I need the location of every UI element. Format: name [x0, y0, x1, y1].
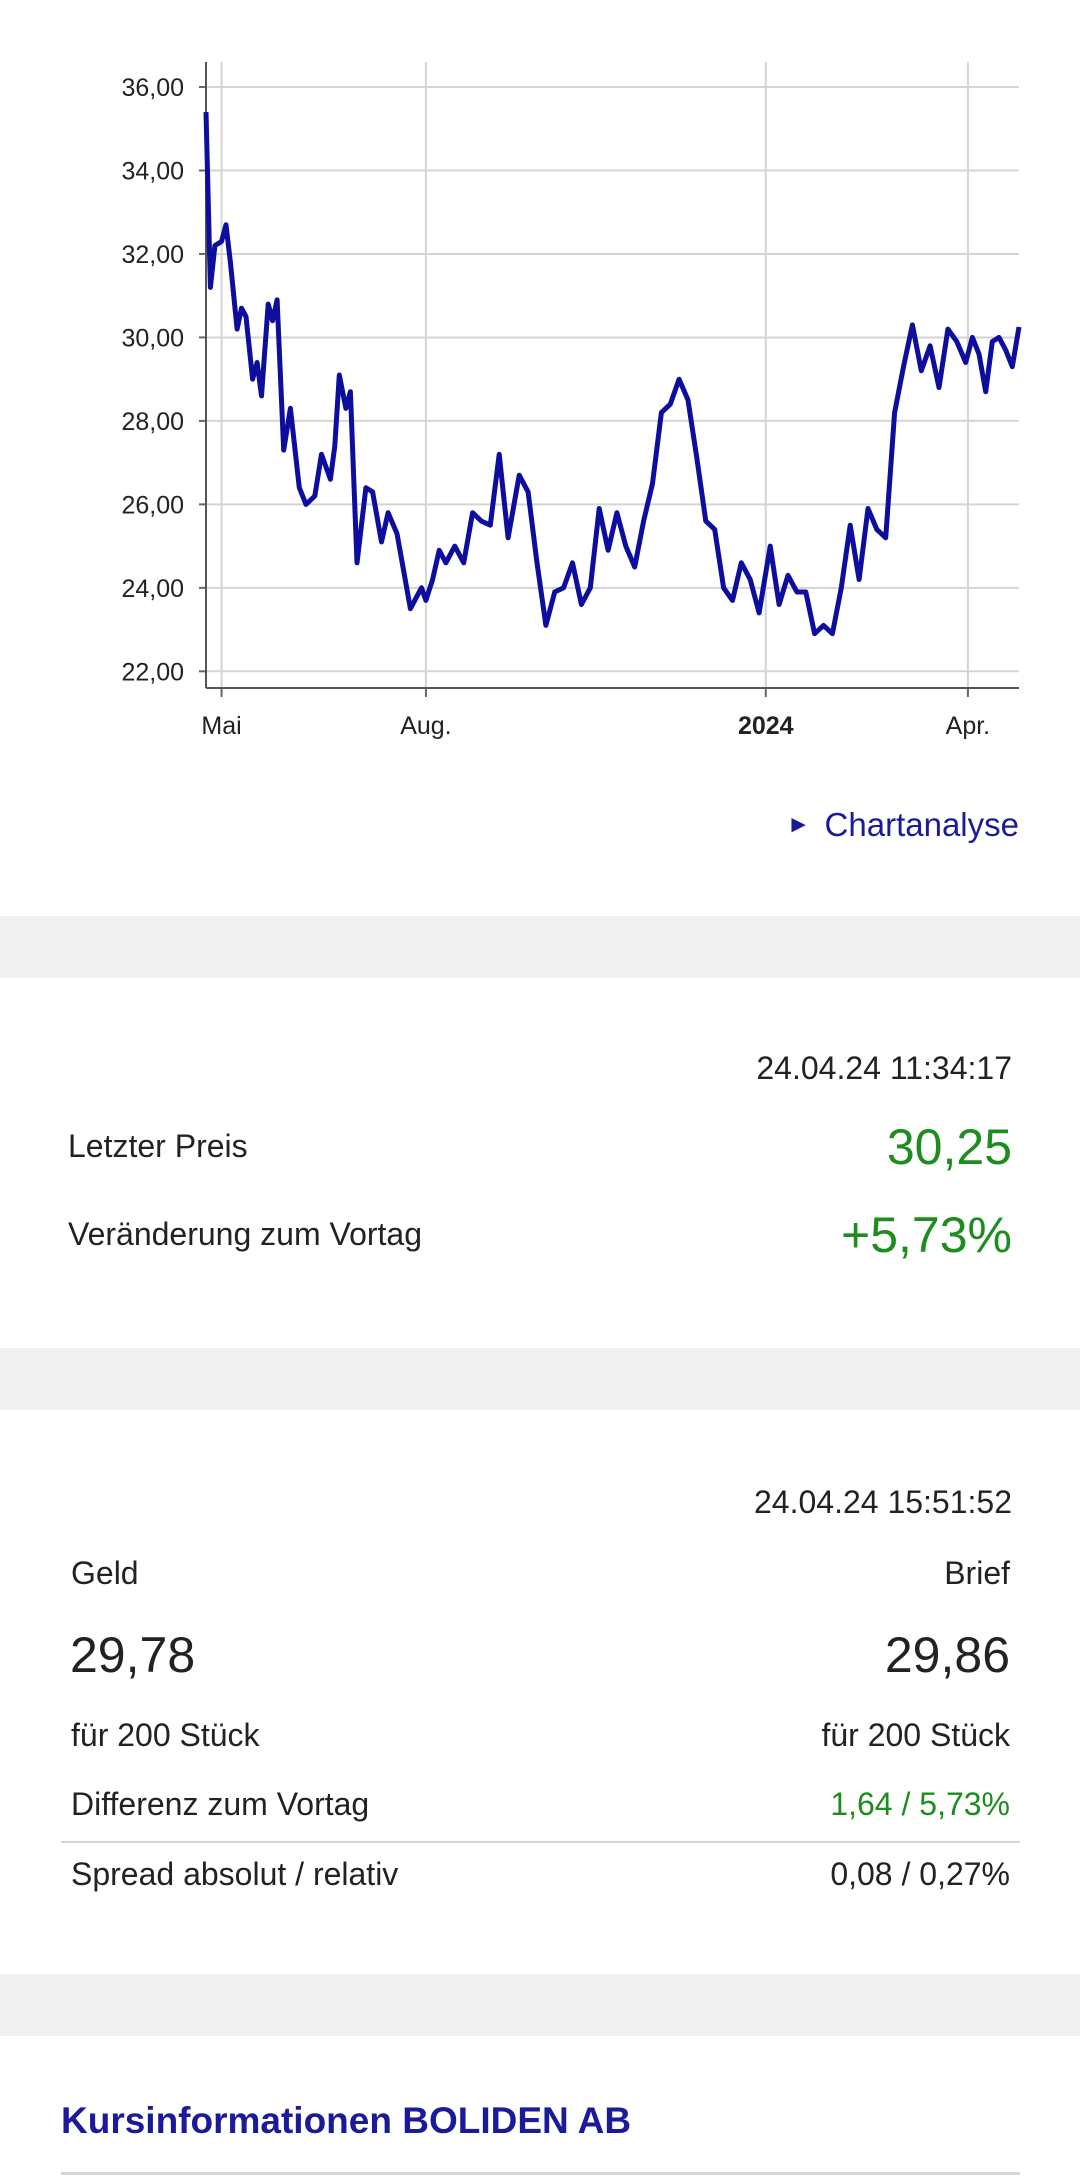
- price-series-line: [203, 112, 1022, 637]
- section-separator: [0, 1348, 1080, 1410]
- y-axis-ticks: 36,00 34,00 32,00 30,00 28,00 26,00 24,00 22,00: [121, 74, 184, 686]
- spread-value: 0,08 / 0,27%: [830, 1856, 1010, 1892]
- last-price-value: 30,25: [886, 1119, 1012, 1175]
- ask-size: für 200 Stück: [821, 1717, 1010, 1753]
- heading-underline: [61, 2172, 1020, 2175]
- bid-size: für 200 Stück: [71, 1717, 260, 1753]
- change-label: Veränderung zum Vortag: [68, 1216, 423, 1252]
- y-tick-label: 26,00: [121, 491, 184, 519]
- x-tick-label: 2024: [738, 712, 794, 740]
- chartanalyse-link[interactable]: ► Chartanalyse: [787, 806, 1019, 844]
- last-price-section: 24.04.24 11:34:17 Letzter Preis 30,25 Ve…: [0, 978, 1080, 1348]
- chartanalyse-label: Chartanalyse: [824, 806, 1019, 843]
- change-value: +5,73%: [841, 1207, 1012, 1263]
- bid-value: 29,78: [70, 1627, 196, 1683]
- last-price-timestamp: 24.04.24 11:34:17: [756, 1050, 1012, 1086]
- y-tick-label: 30,00: [121, 324, 184, 352]
- y-tick-label: 32,00: [121, 241, 184, 269]
- x-tick-label: Mai: [201, 712, 241, 740]
- bid-label: Geld: [71, 1555, 139, 1591]
- y-tick-label: 36,00: [121, 74, 184, 102]
- diff-label: Differenz zum Vortag: [71, 1786, 370, 1822]
- price-chart[interactable]: 36,00 34,00 32,00 30,00 28,00 26,00 24,00 22,00…: [0, 0, 1080, 780]
- triangle-right-icon: ►: [786, 811, 811, 838]
- ask-label: Brief: [944, 1555, 1010, 1591]
- spread-label: Spread absolut / relativ: [71, 1856, 399, 1892]
- x-tick-label: Apr.: [946, 712, 990, 740]
- y-tick-label: 22,00: [121, 658, 184, 686]
- ask-value: 29,86: [884, 1627, 1010, 1683]
- last-price-label: Letzter Preis: [68, 1128, 248, 1164]
- y-tick-label: 34,00: [121, 158, 184, 186]
- x-tick-label: Aug.: [400, 712, 451, 740]
- y-tick-label: 28,00: [121, 408, 184, 436]
- quote-timestamp: 24.04.24 15:51:52: [753, 1484, 1012, 1520]
- chart-section: 36,00 34,00 32,00 30,00 28,00 26,00 24,00 22,00…: [0, 0, 1080, 916]
- diff-value: 1,64 / 5,73%: [830, 1786, 1010, 1822]
- kursinformationen-heading: Kursinformationen BOLIDEN AB: [61, 2100, 632, 2141]
- row-divider: [61, 1841, 1020, 1843]
- x-axis-ticks: Mai Aug. 2024 Apr.: [201, 712, 990, 740]
- section-separator: [0, 1974, 1080, 2036]
- y-tick-label: 24,00: [121, 575, 184, 603]
- quote-section: 24.04.24 15:51:52 Geld Brief 29,78 29,86…: [0, 1410, 1080, 1974]
- section-separator: [0, 916, 1080, 978]
- chart-grid: [199, 62, 1019, 697]
